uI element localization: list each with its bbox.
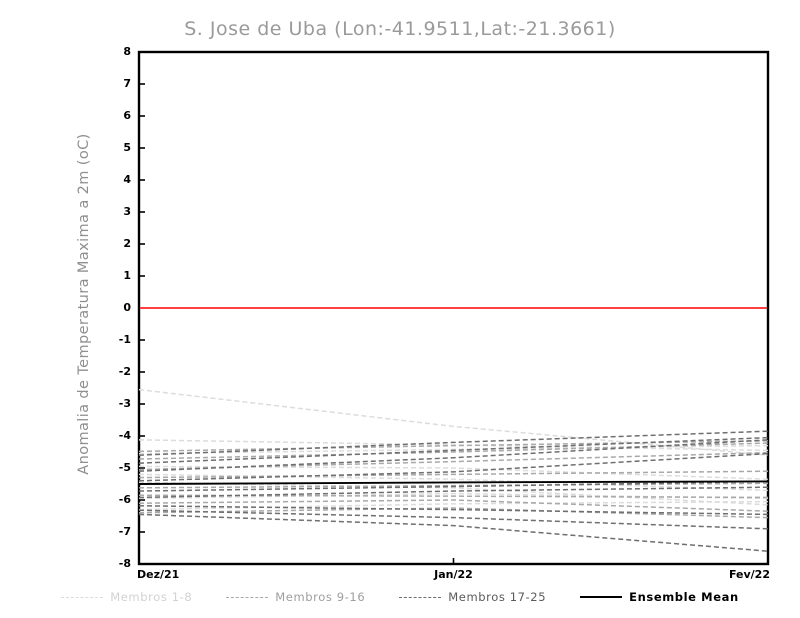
y-axis-tick-label: 6 — [123, 109, 131, 122]
y-axis-tick-label: 8 — [123, 45, 131, 58]
series-line — [138, 486, 769, 499]
series-line — [138, 480, 769, 492]
series-line — [138, 509, 769, 530]
series-line — [138, 505, 769, 516]
legend-item[interactable]: Ensemble Mean — [580, 590, 739, 604]
legend-item[interactable]: Membros 17-25 — [399, 590, 546, 604]
chart-legend: Membros 1-8 Membros 9-16 Membros 17-25 Ense… — [0, 586, 800, 608]
series-line — [138, 439, 769, 472]
legend-swatch-icon — [399, 596, 442, 598]
series-line — [138, 430, 769, 456]
y-axis-tick-label: 0 — [123, 301, 131, 314]
y-axis-tick-label: 1 — [123, 269, 131, 282]
y-axis-tick-label: 4 — [123, 173, 131, 186]
x-axis-tick-label: Fev/22 — [728, 568, 770, 581]
series-line — [138, 452, 769, 482]
y-axis-tick-label: -8 — [118, 557, 131, 570]
y-axis-tick-label: -5 — [118, 461, 131, 474]
legend-item[interactable]: Membros 1-8 — [61, 590, 192, 604]
series-line — [138, 482, 769, 489]
series-line — [138, 436, 769, 464]
legend-swatch-icon — [226, 596, 269, 598]
y-axis-tick-label: -6 — [118, 493, 131, 506]
x-axis-tick-label: Jan/22 — [434, 568, 473, 581]
series-line — [138, 499, 769, 512]
legend-swatch-icon — [61, 596, 104, 598]
legend-label: Ensemble Mean — [629, 590, 739, 604]
legend-label: Membros 1-8 — [110, 590, 193, 604]
y-axis-tick-label: 5 — [123, 141, 131, 154]
legend-swatch-icon — [580, 596, 623, 598]
series-line — [138, 470, 769, 479]
series-line — [138, 444, 769, 455]
page-title: S. Jose de Uba (Lon:-41.9511,Lat:-21.366… — [184, 18, 616, 40]
x-axis-tick-label: Dez/21 — [137, 568, 180, 581]
y-axis-tick-label: -7 — [118, 525, 131, 538]
y-axis-tick-label: 3 — [123, 205, 131, 218]
series-line — [138, 388, 769, 456]
y-axis-tick-label: -2 — [118, 365, 131, 378]
y-axis-tick-label: 7 — [123, 77, 131, 90]
series-line — [138, 513, 769, 552]
legend-item[interactable]: Membros 9-16 — [226, 590, 365, 604]
legend-label: Membros 9-16 — [275, 590, 366, 604]
y-axis-tick-label: 2 — [123, 237, 131, 250]
legend-label: Membros 17-25 — [448, 590, 547, 604]
series-line — [138, 480, 769, 485]
y-axis-tick-label: -4 — [118, 429, 131, 442]
y-axis-tick-label: -1 — [118, 333, 131, 346]
y-axis-tick-label: -3 — [118, 397, 131, 410]
series-line — [138, 507, 769, 519]
